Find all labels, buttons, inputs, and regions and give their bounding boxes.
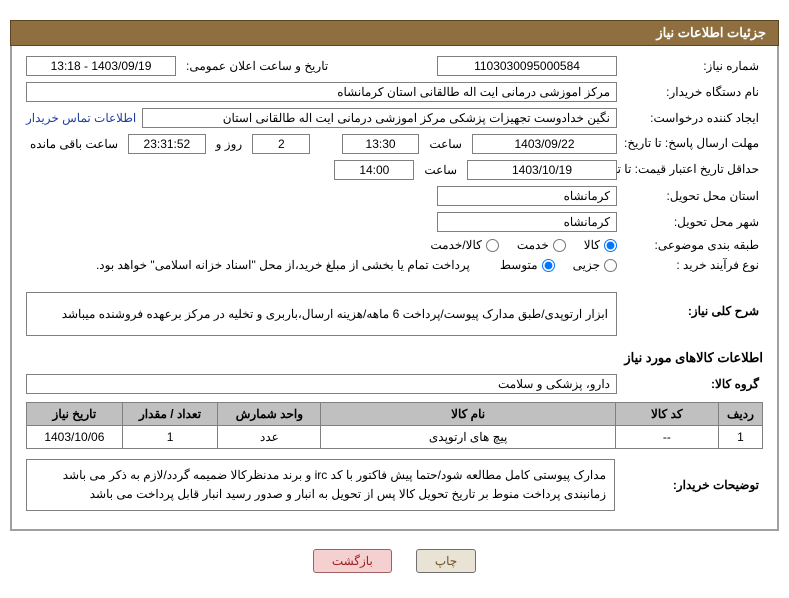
page-title: جزئیات اطلاعات نیاز xyxy=(10,20,779,46)
remaining-days-value: 2 xyxy=(252,134,310,154)
remaining-clock-value: 23:31:52 xyxy=(128,134,206,154)
buyer-org-value: مرکز اموزشی درمانی ایت اله طالقانی استان… xyxy=(26,82,617,102)
category-radio[interactable] xyxy=(486,239,499,252)
request-creator-label: ایجاد کننده درخواست: xyxy=(623,111,763,125)
validity-time-value: 14:00 xyxy=(334,160,414,180)
table-cell: 1 xyxy=(122,426,218,449)
category-option[interactable]: کالا xyxy=(584,238,617,252)
deadline-label: مهلت ارسال پاسخ: تا تاریخ: xyxy=(623,136,763,152)
time-label-2: ساعت xyxy=(420,163,461,177)
print-button[interactable]: چاپ xyxy=(416,549,476,573)
back-button[interactable]: بازگشت xyxy=(313,549,392,573)
category-label: کالا xyxy=(584,238,600,252)
remaining-label: ساعت باقی مانده xyxy=(26,137,122,151)
need-summary-value: ابزار ارتوپدی/طبق مدارک پیوست/پرداخت 6 م… xyxy=(26,292,617,336)
need-no-label: شماره نیاز: xyxy=(623,59,763,73)
buyer-notes-value: مدارک پیوستی کامل مطالعه شود/حتما پیش فا… xyxy=(26,459,615,511)
need-summary-label: شرح کلی نیاز: xyxy=(623,292,763,336)
table-cell: پیچ های ارتوپدی xyxy=(321,426,615,449)
items-th: واحد شمارش xyxy=(218,403,321,426)
buyer-org-label: نام دستگاه خریدار: xyxy=(623,85,763,99)
category-option[interactable]: خدمت xyxy=(517,238,566,252)
category-label: خدمت xyxy=(517,238,549,252)
need-no-value: 1103030095000584 xyxy=(437,56,617,76)
items-table: ردیفکد کالانام کالاواحد شمارشتعداد / مقد… xyxy=(26,402,763,449)
category-radio[interactable] xyxy=(604,239,617,252)
table-cell: 1 xyxy=(718,426,762,449)
city-value: کرمانشاه xyxy=(437,212,617,232)
purchase-label: جزیی xyxy=(573,258,600,272)
pub-datetime-label: تاریخ و ساعت اعلان عمومی: xyxy=(182,59,332,73)
purchase-radio[interactable] xyxy=(542,259,555,272)
purchase-type-label: نوع فرآیند خرید : xyxy=(623,258,763,272)
deadline-date-value: 1403/09/22 xyxy=(472,134,617,154)
items-th: کد کالا xyxy=(615,403,718,426)
category-label: کالا/خدمت xyxy=(430,238,481,252)
purchase-note: پرداخت تمام یا بخشی از مبلغ خرید،از محل … xyxy=(96,258,474,272)
pub-datetime-value: 1403/09/19 - 13:18 xyxy=(26,56,176,76)
buyer-contact-link[interactable]: اطلاعات تماس خریدار xyxy=(26,111,136,125)
request-creator-value: نگین خدادوست تجهیزات پزشکی مرکز اموزشی د… xyxy=(142,108,617,128)
table-cell: 1403/10/06 xyxy=(27,426,123,449)
validity-label: حداقل تاریخ اعتبار قیمت: تا تاریخ: xyxy=(623,162,763,178)
items-th: ردیف xyxy=(718,403,762,426)
purchase-label: متوسط xyxy=(500,258,538,272)
table-row: 1--پیچ های ارتوپدیعدد11403/10/06 xyxy=(27,426,763,449)
deadline-time-value: 13:30 xyxy=(342,134,420,154)
purchase-radio[interactable] xyxy=(604,259,617,272)
purchase-option[interactable]: متوسط xyxy=(500,258,555,272)
category-radio[interactable] xyxy=(553,239,566,252)
items-heading: اطلاعات کالاهای مورد نیاز xyxy=(26,350,763,366)
items-th: نام کالا xyxy=(321,403,615,426)
items-th: تاریخ نیاز xyxy=(27,403,123,426)
province-value: کرمانشاه xyxy=(437,186,617,206)
purchase-option[interactable]: جزیی xyxy=(573,258,617,272)
purchase-radio-group: جزیی متوسط xyxy=(500,258,617,272)
city-label: شهر محل تحویل: xyxy=(623,215,763,229)
item-group-value: دارو، پزشکی و سلامت xyxy=(26,374,617,394)
time-label-1: ساعت xyxy=(425,137,466,151)
items-th: تعداد / مقدار xyxy=(122,403,218,426)
table-cell: -- xyxy=(615,426,718,449)
table-cell: عدد xyxy=(218,426,321,449)
category-option[interactable]: کالا/خدمت xyxy=(430,238,498,252)
validity-date-value: 1403/10/19 xyxy=(467,160,617,180)
category-radio-group: کالا خدمت کالا/خدمت xyxy=(430,238,617,252)
category-label: طبقه بندی موضوعی: xyxy=(623,238,763,252)
item-group-label: گروه کالا: xyxy=(623,377,763,391)
days-label: روز و xyxy=(212,137,247,151)
main-panel: شماره نیاز: 1103030095000584 تاریخ و ساع… xyxy=(10,46,779,531)
province-label: استان محل تحویل: xyxy=(623,189,763,203)
buyer-notes-label: توضیحات خریدار: xyxy=(623,459,763,511)
